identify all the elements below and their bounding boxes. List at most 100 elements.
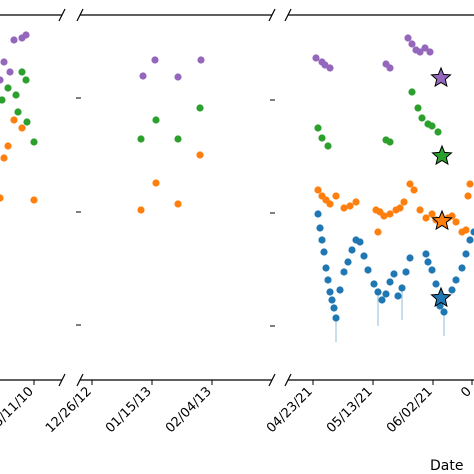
data-point <box>137 135 145 143</box>
data-point <box>312 54 320 62</box>
data-point <box>458 264 466 272</box>
data-point <box>466 180 474 188</box>
data-point <box>6 68 14 76</box>
data-point <box>422 250 430 258</box>
data-point <box>10 36 18 44</box>
x-tick-label: 12/26/12 <box>43 384 95 436</box>
data-point <box>22 76 30 84</box>
data-point <box>332 192 340 200</box>
data-point <box>428 122 436 130</box>
x-tick-label: 05/11/10 <box>0 384 37 436</box>
data-point <box>414 104 422 112</box>
data-point <box>426 48 434 56</box>
data-point <box>360 252 368 260</box>
data-point <box>326 200 334 208</box>
data-point <box>390 270 398 278</box>
data-point <box>416 206 424 214</box>
data-point <box>386 138 394 146</box>
data-point <box>324 142 332 150</box>
axis-break-mark <box>58 8 66 22</box>
data-point <box>380 212 388 220</box>
data-point <box>418 114 426 122</box>
data-point <box>316 224 324 232</box>
data-point <box>152 116 160 124</box>
data-point <box>434 128 442 136</box>
highlight-star-marker <box>430 286 452 308</box>
data-point <box>22 31 30 39</box>
data-point <box>196 151 204 159</box>
data-point <box>174 73 182 81</box>
data-point <box>4 142 12 150</box>
data-point <box>448 286 456 294</box>
data-point <box>344 258 352 266</box>
data-point <box>314 186 322 194</box>
x-tick-label: 01/15/13 <box>103 384 155 436</box>
data-point <box>0 76 4 84</box>
data-point <box>386 278 394 286</box>
axis-break-mark <box>58 373 66 387</box>
data-point <box>174 200 182 208</box>
data-point <box>151 56 159 64</box>
data-point <box>326 288 334 296</box>
x-tick-label: 05/13/21 <box>324 384 376 436</box>
highlight-star-marker <box>431 209 453 231</box>
highlight-star-marker <box>431 144 453 166</box>
data-point <box>152 179 160 187</box>
data-point <box>464 192 472 200</box>
data-point <box>18 124 26 132</box>
data-point <box>324 276 332 284</box>
data-point <box>10 116 18 124</box>
data-point <box>374 228 382 236</box>
data-point <box>466 236 474 244</box>
data-point <box>428 210 436 218</box>
data-point <box>408 88 416 96</box>
data-point <box>0 154 8 162</box>
data-point <box>139 72 147 80</box>
data-point <box>470 228 474 236</box>
data-point <box>422 214 430 222</box>
data-point <box>462 226 470 234</box>
axis-break-mark <box>76 373 84 387</box>
data-point <box>424 258 432 266</box>
data-point <box>0 96 6 104</box>
data-point <box>196 104 204 112</box>
data-point <box>421 44 429 52</box>
data-point <box>314 210 322 218</box>
data-point <box>406 254 414 262</box>
data-point <box>318 236 326 244</box>
data-point <box>30 196 38 204</box>
highlight-star-marker <box>430 66 452 88</box>
data-point <box>404 34 412 42</box>
x-tick-label: 04/23/21 <box>264 384 316 436</box>
x-axis-label: Date <box>430 458 463 474</box>
axis-break-mark <box>268 373 276 387</box>
data-point <box>402 268 410 276</box>
data-point <box>328 296 336 304</box>
data-point <box>14 108 22 116</box>
data-point <box>386 64 394 72</box>
data-point <box>428 266 436 274</box>
axis-break-mark <box>268 8 276 22</box>
x-tick-label: 02/04/13 <box>163 384 215 436</box>
data-point <box>348 246 356 254</box>
data-point <box>174 135 182 143</box>
data-point <box>318 134 326 142</box>
data-point <box>432 280 440 288</box>
data-point <box>346 202 354 210</box>
data-point <box>394 292 402 300</box>
axis-break-mark <box>284 8 292 22</box>
data-point <box>320 248 328 256</box>
data-point <box>410 186 418 194</box>
data-point <box>197 56 205 64</box>
data-point <box>386 210 394 218</box>
data-point <box>30 138 38 146</box>
data-point <box>406 180 414 188</box>
data-point <box>378 296 386 304</box>
data-point <box>4 84 12 92</box>
data-point <box>352 198 360 206</box>
data-point <box>370 280 378 288</box>
data-point <box>322 264 330 272</box>
data-point <box>452 276 460 284</box>
data-point <box>326 64 334 72</box>
data-point <box>364 266 372 274</box>
